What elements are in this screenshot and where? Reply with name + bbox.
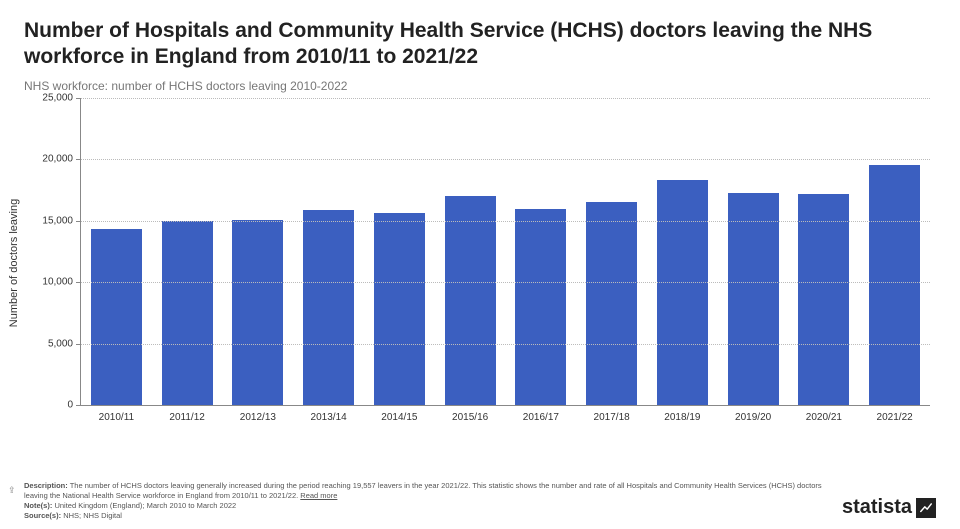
y-tick-mark <box>76 344 81 345</box>
bar[interactable] <box>657 180 708 405</box>
chart-title: Number of Hospitals and Community Health… <box>24 18 936 71</box>
bar[interactable] <box>869 165 920 405</box>
share-icon[interactable]: ⇪ <box>8 485 18 495</box>
x-tick-label: 2010/11 <box>99 412 134 423</box>
x-tick-label: 2012/13 <box>240 412 276 423</box>
chart-area: Number of doctors leaving 2010/112011/12… <box>24 98 936 428</box>
bar[interactable] <box>445 196 496 405</box>
grid-line <box>81 282 930 283</box>
bar[interactable] <box>515 209 566 405</box>
bar[interactable] <box>91 229 142 405</box>
x-tick-label: 2014/15 <box>381 412 417 423</box>
y-tick-mark <box>76 405 81 406</box>
x-tick-label: 2015/16 <box>452 412 488 423</box>
y-tick-label: 5,000 <box>23 338 73 349</box>
x-tick-label: 2013/14 <box>311 412 347 423</box>
bar[interactable] <box>798 194 849 405</box>
bar[interactable] <box>232 220 283 405</box>
y-tick-label: 15,000 <box>23 215 73 226</box>
x-tick-label: 2019/20 <box>735 412 771 423</box>
read-more-link[interactable]: Read more <box>300 491 337 500</box>
y-tick-label: 10,000 <box>23 277 73 288</box>
chart-subtitle: NHS workforce: number of HCHS doctors le… <box>24 79 936 93</box>
x-tick-label: 2011/12 <box>169 412 204 423</box>
bar-slot: 2013/14 <box>293 98 364 405</box>
y-tick-label: 25,000 <box>23 93 73 104</box>
statista-logo-text: statista <box>842 496 912 519</box>
statista-logo-icon <box>916 498 936 518</box>
bar-slot: 2010/11 <box>81 98 152 405</box>
grid-line <box>81 344 930 345</box>
x-tick-label: 2016/17 <box>523 412 559 423</box>
y-tick-mark <box>76 221 81 222</box>
bar[interactable] <box>162 221 213 405</box>
x-tick-label: 2018/19 <box>664 412 700 423</box>
footer-meta: Description: The number of HCHS doctors … <box>24 481 840 522</box>
x-tick-label: 2020/21 <box>806 412 842 423</box>
y-tick-mark <box>76 98 81 99</box>
bar-slot: 2015/16 <box>435 98 506 405</box>
notes-label: Note(s): <box>24 501 52 510</box>
grid-line <box>81 159 930 160</box>
y-tick-mark <box>76 282 81 283</box>
description-label: Description: <box>24 481 68 490</box>
bar[interactable] <box>303 210 354 405</box>
notes-text: United Kingdom (England); March 2010 to … <box>54 501 236 510</box>
sources-label: Source(s): <box>24 511 61 520</box>
bar-slot: 2017/18 <box>576 98 647 405</box>
bar-slot: 2021/22 <box>859 98 930 405</box>
x-tick-label: 2021/22 <box>877 412 913 423</box>
y-tick-mark <box>76 159 81 160</box>
y-tick-label: 20,000 <box>23 154 73 165</box>
bar-slot: 2020/21 <box>789 98 860 405</box>
x-tick-label: 2017/18 <box>594 412 630 423</box>
statista-logo[interactable]: statista <box>842 496 936 519</box>
bar-slot: 2019/20 <box>718 98 789 405</box>
bar-slot: 2014/15 <box>364 98 435 405</box>
y-tick-label: 0 <box>23 400 73 411</box>
plot-area: 2010/112011/122012/132013/142014/152015/… <box>80 98 930 406</box>
bar[interactable] <box>586 202 637 405</box>
bar[interactable] <box>728 193 779 405</box>
y-axis-label: Number of doctors leaving <box>8 199 20 327</box>
bar-slot: 2018/19 <box>647 98 718 405</box>
bar-slot: 2012/13 <box>223 98 294 405</box>
grid-line <box>81 221 930 222</box>
bar-slot: 2011/12 <box>152 98 223 405</box>
bars-container: 2010/112011/122012/132013/142014/152015/… <box>81 98 930 405</box>
bar[interactable] <box>374 213 425 405</box>
grid-line <box>81 98 930 99</box>
sources-text: NHS; NHS Digital <box>63 511 122 520</box>
bar-slot: 2016/17 <box>506 98 577 405</box>
description-text: The number of HCHS doctors leaving gener… <box>24 481 822 500</box>
